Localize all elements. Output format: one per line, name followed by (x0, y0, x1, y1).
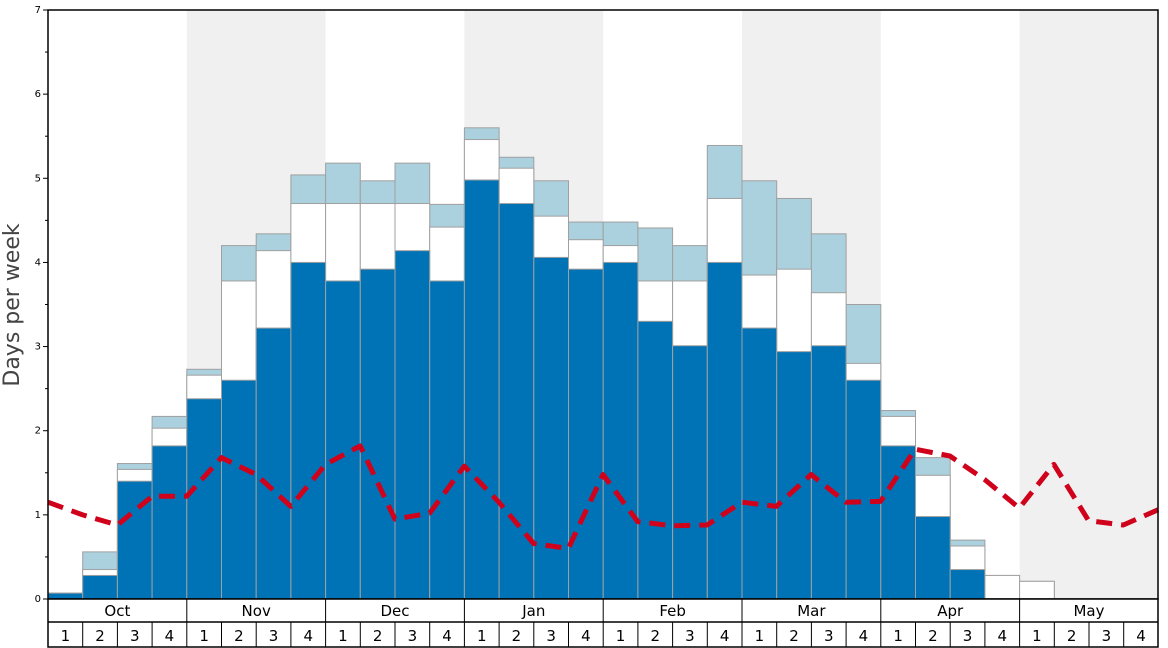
bar-series1-week-1 (47, 592, 84, 600)
week-label-apr-2: 2 (928, 627, 938, 645)
bar-series1-week-18 (637, 320, 674, 600)
week-label-may-2: 2 (1067, 627, 1077, 645)
week-label-nov-2: 2 (234, 627, 244, 645)
trend-line-group (47, 443, 1160, 551)
week-label-mar-2: 2 (789, 627, 799, 645)
bar-series1-week-11 (394, 250, 431, 600)
week-label-dec-4: 4 (442, 627, 452, 645)
week-label-may-4: 4 (1136, 627, 1146, 645)
week-label-oct-1: 1 (61, 627, 71, 645)
week-label-may-1: 1 (1032, 627, 1042, 645)
week-label-oct-3: 3 (130, 627, 140, 645)
bar-series1-week-23 (810, 345, 847, 600)
bar-series1-week-4 (151, 445, 188, 600)
week-label-may-3: 3 (1102, 627, 1112, 645)
week-label-feb-2: 2 (650, 627, 660, 645)
bar-series1-week-5 (186, 398, 223, 600)
y-tick-label-5: 5 (35, 173, 41, 184)
trend-line (47, 443, 1160, 551)
bar-series1-week-21 (741, 327, 778, 600)
y-tick-label-3: 3 (35, 342, 41, 353)
bar-series1-week-27 (949, 569, 986, 600)
week-label-dec-3: 3 (408, 627, 418, 645)
week-label-jan-4: 4 (581, 627, 591, 645)
week-label-jan-1: 1 (477, 627, 487, 645)
bar-series1-week-13 (463, 179, 500, 600)
week-label-jan-3: 3 (546, 627, 556, 645)
bar-series1-week-20 (706, 261, 743, 600)
bar-series1-week-8 (290, 261, 327, 600)
bar-series1-week-19 (672, 345, 708, 600)
bar-series1-week-22 (776, 351, 812, 600)
y-tick-label-0: 0 (35, 594, 41, 605)
week-label-nov-3: 3 (269, 627, 279, 645)
bar-series2-week-29 (1019, 580, 1055, 600)
bar-series1-week-10 (359, 268, 396, 600)
week-label-dec-2: 2 (373, 627, 383, 645)
month-label-apr: Apr (937, 602, 964, 620)
bar-series1-week-9 (325, 280, 361, 600)
week-label-mar-4: 4 (859, 627, 869, 645)
month-label-jan: Jan (521, 602, 545, 620)
bar-series2-week-28 (984, 574, 1021, 600)
month-label-dec: Dec (380, 602, 409, 620)
y-tick-label-2: 2 (35, 426, 41, 437)
month-label-nov: Nov (242, 602, 271, 620)
week-label-apr-4: 4 (997, 627, 1007, 645)
bar-series1-week-26 (915, 516, 951, 600)
bar-series1-week-2 (82, 574, 118, 600)
y-ticks: 0 1 2 3 4 5 6 7 (35, 5, 48, 605)
week-label-apr-3: 3 (963, 627, 973, 645)
month-label-may: May (1073, 602, 1104, 620)
week-label-apr-1: 1 (893, 627, 903, 645)
month-shade-may (1019, 10, 1159, 599)
bar-series1-week-16 (568, 268, 604, 600)
bar-series1-week-25 (880, 445, 916, 600)
week-label-mar-3: 3 (824, 627, 834, 645)
week-label-dec-1: 1 (338, 627, 348, 645)
bar-series1-week-24 (845, 379, 882, 600)
week-label-feb-1: 1 (616, 627, 626, 645)
y-tick-label-7: 7 (35, 5, 41, 16)
y-axis-label: Days per week (0, 223, 25, 386)
bar-series1-week-6 (221, 379, 257, 600)
month-label-oct: Oct (104, 602, 130, 620)
week-label-jan-2: 2 (512, 627, 522, 645)
y-tick-label-1: 1 (35, 510, 41, 521)
week-label-nov-1: 1 (199, 627, 209, 645)
bar-series1-week-7 (255, 327, 292, 600)
week-label-oct-2: 2 (95, 627, 105, 645)
y-tick-label-4: 4 (35, 257, 41, 268)
month-label-feb: Feb (659, 602, 686, 620)
y-tick-label-6: 6 (35, 89, 41, 100)
bar-series1-week-15 (533, 256, 569, 600)
week-label-feb-4: 4 (720, 627, 730, 645)
week-label-nov-4: 4 (303, 627, 313, 645)
bar-series1-week-17 (602, 261, 639, 600)
bars (47, 127, 1055, 600)
week-label-mar-1: 1 (755, 627, 765, 645)
bar-series1-week-12 (429, 280, 465, 600)
week-label-oct-4: 4 (165, 627, 175, 645)
week-label-feb-3: 3 (685, 627, 695, 645)
x-axis-labels: Oct 1 2 3 4 Nov 1 2 3 4 Dec 1 2 3 4 Jan 1 2 3 4 Feb 1 2 3 4 Mar 1 2… (47, 598, 1159, 648)
month-label-mar: Mar (797, 602, 826, 620)
